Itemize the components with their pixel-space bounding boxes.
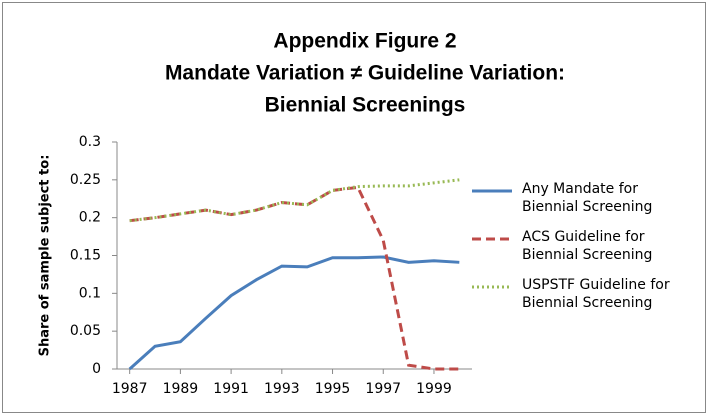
y-tick-label: 0.3 bbox=[79, 134, 101, 150]
legend-swatch bbox=[472, 237, 512, 241]
chart-title: Mandate Variation ≠ Guideline Variation: bbox=[165, 62, 565, 85]
y-tick-label: 0.25 bbox=[70, 172, 101, 188]
x-tick-label: 1999 bbox=[416, 381, 452, 397]
x-tick-label: 1991 bbox=[213, 381, 249, 397]
series-line bbox=[128, 255, 460, 371]
legend-item: USPSTF Guideline for Biennial Screening bbox=[470, 276, 702, 324]
x-tick-label: 1987 bbox=[112, 381, 148, 397]
x-tick-label: 1995 bbox=[315, 381, 351, 397]
y-tick-label: 0.2 bbox=[79, 210, 101, 226]
series-line bbox=[129, 178, 460, 223]
legend-swatch bbox=[472, 285, 512, 289]
x-tick-label: 1989 bbox=[163, 381, 199, 397]
y-tick-label: 0 bbox=[92, 361, 101, 377]
legend-label: ACS Guideline for Biennial Screening bbox=[522, 229, 653, 263]
legend: Any Mandate for Biennial Screening ACS Gu… bbox=[470, 180, 702, 324]
y-axis-label: Share of sample subject to: bbox=[38, 155, 53, 357]
chart-title: Biennial Screenings bbox=[265, 94, 466, 117]
x-tick-label: 1993 bbox=[264, 381, 300, 397]
series-line bbox=[129, 185, 460, 371]
legend-label: USPSTF Guideline for Biennial Screening bbox=[522, 277, 670, 311]
chart-title: Appendix Figure 2 bbox=[273, 30, 456, 53]
legend-label: Any Mandate for Biennial Screening bbox=[522, 181, 653, 215]
y-tick-label: 0.15 bbox=[70, 248, 101, 264]
legend-item: Any Mandate for Biennial Screening bbox=[470, 180, 702, 228]
y-tick-label: 0.1 bbox=[79, 285, 101, 301]
legend-item: ACS Guideline for Biennial Screening bbox=[470, 228, 702, 276]
x-tick-label: 1997 bbox=[365, 381, 401, 397]
y-tick-label: 0.05 bbox=[70, 323, 101, 339]
legend-swatch bbox=[472, 189, 512, 193]
